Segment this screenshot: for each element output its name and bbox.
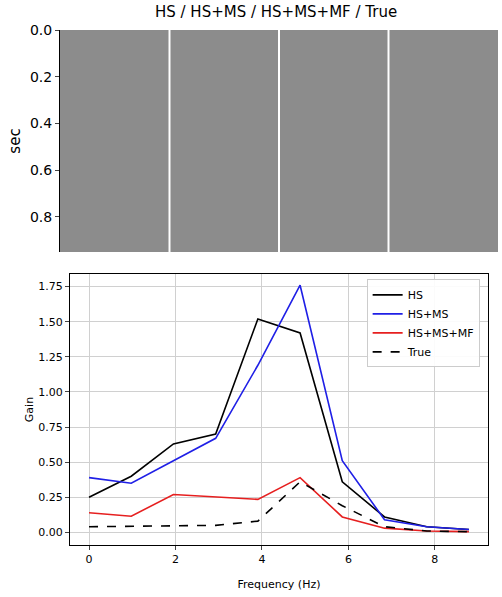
svg-text:1.25: 1.25	[38, 351, 63, 364]
svg-text:6: 6	[345, 553, 352, 566]
svg-text:4: 4	[258, 553, 265, 566]
svg-text:1.75: 1.75	[38, 280, 63, 293]
svg-text:0.0: 0.0	[30, 22, 52, 38]
svg-text:0.25: 0.25	[38, 491, 63, 504]
svg-text:Frequency (Hz): Frequency (Hz)	[238, 578, 321, 591]
svg-text:HS+MS+MF: HS+MS+MF	[408, 327, 474, 340]
svg-text:HS+MS: HS+MS	[408, 308, 449, 321]
svg-text:0: 0	[86, 553, 93, 566]
svg-text:0.2: 0.2	[30, 69, 52, 85]
svg-text:sec: sec	[6, 128, 24, 153]
svg-text:2: 2	[172, 553, 179, 566]
svg-text:0.75: 0.75	[38, 421, 63, 434]
svg-text:0.8: 0.8	[30, 209, 52, 225]
svg-text:0.50: 0.50	[38, 456, 63, 469]
svg-text:8: 8	[431, 553, 438, 566]
svg-text:0.00: 0.00	[38, 526, 63, 539]
svg-text:0.6: 0.6	[30, 162, 52, 178]
svg-text:1.00: 1.00	[38, 386, 63, 399]
svg-text:0.4: 0.4	[30, 115, 52, 131]
svg-text:Gain: Gain	[23, 397, 36, 422]
svg-text:HS: HS	[408, 289, 423, 302]
svg-text:HS / HS+MS / HS+MS+MF / True: HS / HS+MS / HS+MS+MF / True	[155, 3, 397, 21]
svg-text:1.50: 1.50	[38, 316, 63, 329]
svg-text:True: True	[407, 346, 432, 359]
